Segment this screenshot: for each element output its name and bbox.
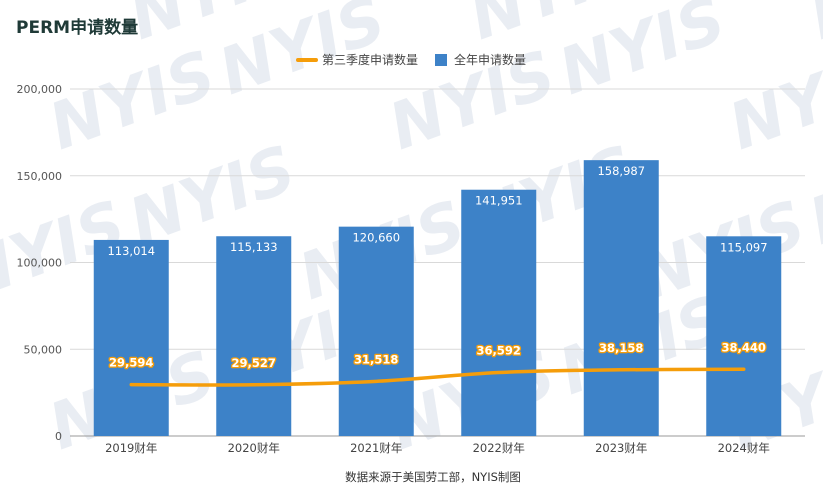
x-tick-label: 2020财年 (228, 441, 280, 455)
bar-value-label: 115,097 (720, 240, 768, 254)
source-note: 数据来源于美国劳工部，NYIS制图 (345, 470, 521, 484)
bar-value-label: 141,951 (475, 194, 523, 208)
y-tick-label: 150,000 (17, 170, 63, 183)
line-value-label: 29,527 (232, 356, 276, 370)
bar-value-label: 120,660 (352, 231, 400, 245)
bar-value-label: 158,987 (597, 164, 645, 178)
bar (216, 236, 292, 436)
bar (583, 160, 659, 436)
chart-title: PERM申请数量 (16, 17, 138, 38)
bar (461, 189, 537, 436)
y-tick-label: 0 (55, 430, 62, 443)
line-series (129, 367, 746, 387)
bar-labels: 113,014 115,133 120,660 141,951 158,987 115,0… (107, 164, 767, 258)
x-tick-label: 2024财年 (718, 441, 770, 455)
bar (706, 236, 782, 436)
legend-bar-swatch (435, 54, 447, 66)
legend-label-annual: 全年申请数量 (454, 52, 526, 67)
x-tick-label: 2022财年 (473, 441, 525, 455)
bar (338, 226, 414, 436)
line-value-label: 31,518 (354, 352, 398, 366)
line-value-label: 29,594 (109, 356, 153, 370)
line-path (129, 367, 746, 387)
bar (93, 239, 169, 436)
x-tick-label: 2019财年 (105, 441, 157, 455)
y-tick-label: 50,000 (24, 343, 63, 356)
line-value-label: 38,440 (722, 340, 766, 354)
legend: 第三季度申请数量 全年申请数量 (296, 52, 526, 67)
x-axis-ticks: 2019财年 2020财年 2021财年 2022财年 2023财年 2024财年 (105, 441, 770, 455)
y-tick-label: 200,000 (17, 83, 63, 96)
x-tick-label: 2021财年 (350, 441, 402, 455)
line-labels: 29,594 29,527 31,518 36,592 38,158 38,440 (108, 339, 767, 371)
bars (93, 160, 782, 436)
bar-value-label: 113,014 (107, 244, 155, 258)
bar-value-label: 115,133 (230, 240, 278, 254)
line-value-label: 36,592 (477, 344, 521, 358)
x-tick-label: 2023财年 (595, 441, 647, 455)
y-tick-label: 100,000 (17, 257, 63, 270)
line-value-label: 38,158 (599, 341, 643, 355)
legend-label-quarterly: 第三季度申请数量 (322, 52, 418, 67)
grid (70, 88, 805, 437)
y-axis-ticks: 0 50,000 100,000 150,000 200,000 (17, 83, 63, 443)
